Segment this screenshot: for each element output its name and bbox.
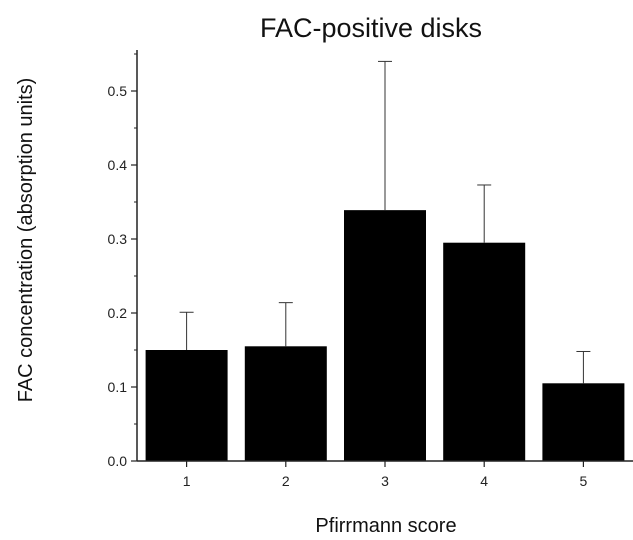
x-axis-label: Pfirrmann score — [315, 515, 456, 537]
y-tick-label-0.3: 0.3 — [108, 231, 128, 247]
bar-2 — [244, 346, 327, 461]
x-tick-label-4: 4 — [480, 473, 488, 489]
bar-3 — [344, 210, 426, 461]
bar-5 — [542, 383, 625, 461]
x-tick-label-3: 3 — [381, 473, 389, 489]
bar-4 — [443, 242, 526, 461]
chart-title: FAC-positive disks — [260, 13, 482, 43]
bar-1 — [145, 350, 228, 461]
y-tick-label-0.5: 0.5 — [108, 83, 128, 99]
y-axis-label: FAC concentration (absorption units) — [15, 78, 37, 403]
y-tick-label-0.4: 0.4 — [108, 157, 128, 173]
y-tick-label-0.1: 0.1 — [108, 379, 128, 395]
x-tick-label-2: 2 — [282, 473, 290, 489]
x-tick-label-1: 1 — [183, 473, 191, 489]
y-tick-label-0.0: 0.0 — [108, 453, 128, 469]
plot-area: 0.0 0.1 0.2 0.3 0.4 0.5 1 2 3 4 5 — [108, 50, 633, 489]
y-tick-label-0.2: 0.2 — [108, 305, 128, 321]
x-tick-label-5: 5 — [580, 473, 588, 489]
